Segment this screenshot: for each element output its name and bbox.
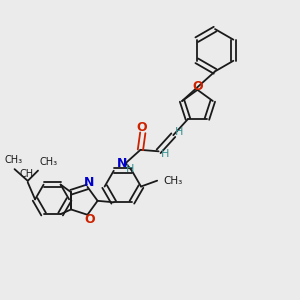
Text: O: O <box>192 80 203 92</box>
Text: H: H <box>126 164 134 174</box>
Text: O: O <box>85 213 95 226</box>
Text: N: N <box>84 176 94 189</box>
Text: CH₃: CH₃ <box>40 157 58 167</box>
Text: CH₃: CH₃ <box>4 155 22 165</box>
Text: O: O <box>137 121 148 134</box>
Text: N: N <box>117 157 127 169</box>
Text: H: H <box>175 127 183 137</box>
Text: CH₃: CH₃ <box>164 176 183 186</box>
Text: H: H <box>161 149 169 159</box>
Text: CH: CH <box>19 169 33 179</box>
